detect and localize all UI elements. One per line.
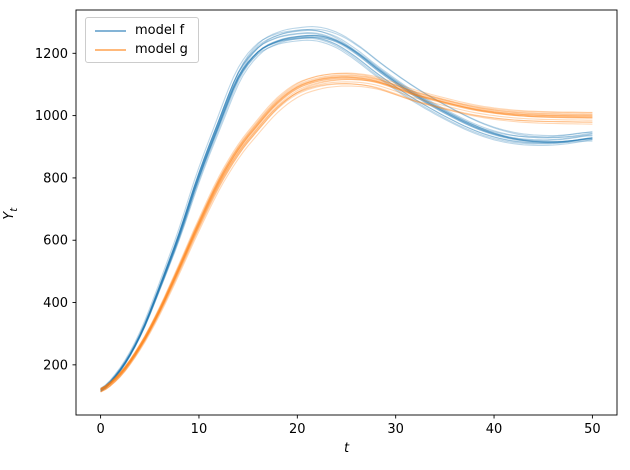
series-line-model-f-9: [100, 36, 593, 390]
y-tick-label-200: 200: [43, 358, 68, 373]
series-line-model-g-13: [100, 75, 593, 391]
x-tick-label-0: 0: [96, 422, 104, 437]
series-line-model-f-1: [100, 32, 593, 391]
y-tick-label-1200: 1200: [35, 47, 68, 62]
y-tick-label-800: 800: [43, 171, 68, 186]
legend-label-model-f: model f: [135, 23, 185, 38]
series-line-model-g-0: [100, 78, 593, 390]
series-line-model-g-3: [100, 82, 593, 393]
series-line-model-g-14: [100, 76, 593, 391]
series-line-model-f-11: [100, 29, 593, 389]
series-line-model-f-7: [100, 37, 593, 392]
series-line-model-g-2: [100, 85, 593, 393]
series-line-model-g-10: [100, 77, 593, 392]
legend-entry-model-g: model g: [95, 42, 188, 57]
series-line-model-g-11: [100, 81, 593, 391]
series-line-model-f-8: [100, 34, 593, 391]
series-line-model-g-4: [100, 83, 593, 393]
series-line-model-f-13: [100, 34, 593, 392]
y-axis-label: Yt: [2, 194, 20, 234]
x-tick-label-30: 30: [387, 422, 404, 437]
series-line-model-f-3: [100, 36, 593, 392]
series-line-model-f-4: [100, 32, 593, 392]
axes-spines: [75, 9, 618, 416]
legend-label-model-g: model g: [135, 42, 188, 57]
series-line-model-f-12: [100, 39, 593, 392]
legend: model f model g: [85, 17, 199, 63]
series-line-model-g-1: [100, 77, 593, 392]
y-tick-label-600: 600: [43, 234, 68, 249]
series-line-model-g-8: [100, 73, 593, 390]
series-line-model-g-12: [100, 75, 593, 390]
series-line-model-g-6: [100, 76, 593, 390]
x-tick-label-50: 50: [584, 422, 601, 437]
x-tick-label-10: 10: [191, 422, 208, 437]
series-line-model-g-9: [100, 72, 593, 389]
x-axis-label: t: [343, 441, 350, 456]
series-line-model-f-5: [100, 34, 593, 391]
series-line-model-f-0: [100, 36, 593, 390]
x-tick-label-20: 20: [289, 422, 306, 437]
series-line-model-f-10: [100, 29, 593, 390]
y-axis-label-main: Y: [2, 211, 18, 220]
legend-entry-model-f: model f: [95, 23, 188, 38]
y-axis-label-subscript: t: [8, 207, 20, 212]
series-line-model-f-14: [100, 28, 593, 391]
y-tick-label-1000: 1000: [35, 109, 68, 124]
legend-line-sample-model-f: [95, 29, 126, 32]
series-line-model-g-7: [100, 78, 593, 391]
legend-line-sample-model-g: [95, 48, 126, 51]
series-line-model-g-5: [100, 74, 593, 391]
x-tick-label-40: 40: [486, 422, 503, 437]
series-line-model-f-2: [100, 35, 593, 391]
y-tick-label-400: 400: [43, 296, 68, 311]
series-line-model-f-6: [100, 26, 593, 391]
